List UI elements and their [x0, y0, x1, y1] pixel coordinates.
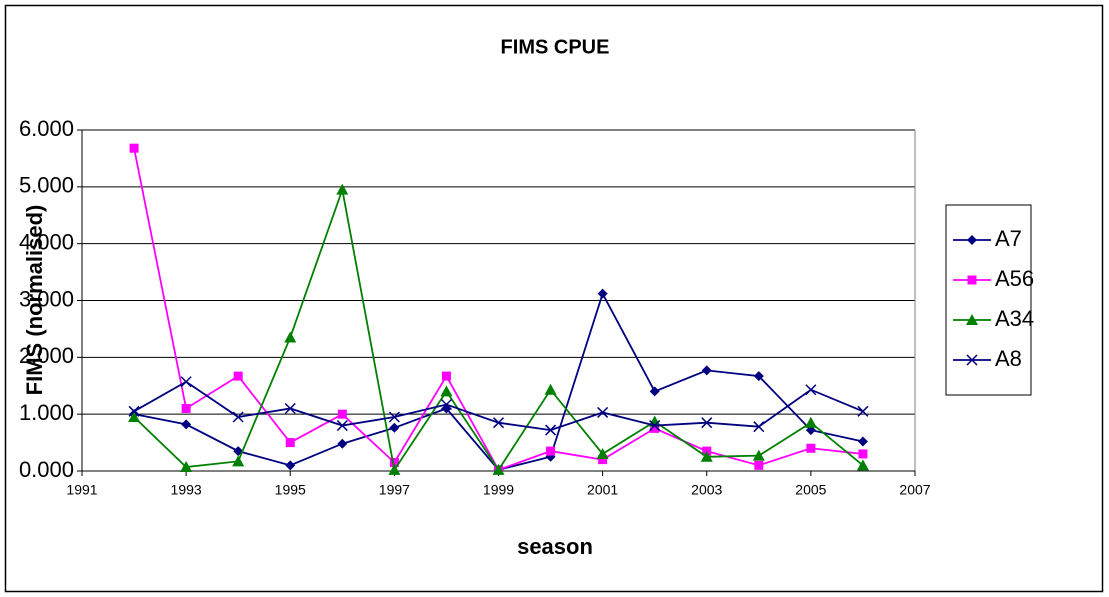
y-tick-label: 0.000 [19, 457, 74, 482]
marker-triangle [440, 385, 453, 397]
x-tick-label: 1993 [171, 482, 202, 498]
marker-square [858, 449, 868, 459]
marker-diamond [337, 438, 348, 449]
marker-diamond [857, 436, 868, 447]
marker-x [966, 354, 978, 366]
marker-diamond [389, 422, 400, 433]
marker-x [492, 417, 505, 429]
marker-x [284, 402, 296, 415]
marker-square [389, 457, 399, 467]
marker-triangle [180, 461, 193, 473]
marker-triangle [128, 411, 141, 423]
marker-square [285, 438, 295, 448]
x-tick-label: 1995 [275, 482, 306, 498]
legend-label: A8 [995, 346, 1022, 371]
y-tick-label: 2.000 [19, 343, 74, 368]
marker-triangle [648, 415, 661, 427]
chart-title: FIMS CPUE [501, 36, 610, 58]
legend-box [945, 204, 1032, 396]
marker-diamond [701, 365, 712, 376]
marker-triangle [544, 383, 557, 395]
marker-x [388, 411, 400, 423]
legend-label: A7 [995, 226, 1022, 251]
marker-triangle [596, 447, 609, 459]
marker-x [701, 417, 713, 429]
x-tick-label: 2005 [795, 482, 826, 498]
marker-triangle [700, 450, 713, 462]
marker-triangle [232, 455, 245, 467]
legend-label: A56 [995, 266, 1034, 291]
marker-square [806, 443, 816, 453]
y-axis-label: FIMS (normalised) [22, 205, 47, 396]
marker-triangle [966, 314, 978, 325]
marker-diamond [649, 386, 660, 397]
marker-square [967, 275, 977, 285]
x-tick-label: 2007 [899, 482, 930, 498]
marker-triangle [856, 459, 869, 471]
x-tick-label: 1999 [483, 482, 514, 498]
marker-x [128, 405, 140, 417]
marker-square [441, 371, 451, 381]
marker-triangle [284, 331, 297, 343]
marker-square [233, 371, 243, 381]
marker-square [546, 446, 556, 456]
marker-diamond [285, 460, 296, 471]
marker-x [857, 405, 869, 417]
marker-diamond [181, 419, 192, 430]
marker-diamond [597, 288, 608, 299]
x-tick-label: 2003 [691, 482, 722, 498]
marker-square [650, 423, 660, 433]
marker-diamond [967, 235, 977, 245]
marker-square [181, 403, 191, 413]
marker-x [545, 424, 557, 436]
y-tick-label: 3.000 [19, 286, 74, 311]
marker-square [129, 143, 139, 153]
marker-x [597, 406, 609, 418]
marker-triangle [752, 449, 765, 461]
y-tick-label: 6.000 [19, 116, 74, 141]
marker-x [232, 411, 244, 423]
marker-diamond [753, 371, 764, 382]
marker-square [337, 409, 347, 419]
legend-label: A34 [995, 306, 1034, 331]
chart-border [4, 4, 1104, 593]
marker-x [440, 398, 452, 411]
marker-triangle [804, 416, 817, 428]
marker-square [598, 455, 608, 465]
x-tick-label: 1997 [379, 482, 410, 498]
marker-square [754, 460, 764, 470]
marker-triangle [492, 463, 505, 475]
marker-triangle [388, 463, 401, 475]
marker-triangle [336, 183, 349, 195]
y-tick-label: 1.000 [19, 400, 74, 425]
x-tick-label: 2001 [587, 482, 618, 498]
marker-x [805, 384, 817, 396]
marker-x [180, 376, 192, 388]
marker-x [649, 420, 661, 432]
marker-x [336, 420, 348, 432]
y-tick-label: 5.000 [19, 173, 74, 198]
x-axis-label: season [517, 534, 593, 559]
x-tick-label: 1991 [66, 482, 97, 498]
marker-x [753, 421, 765, 433]
y-tick-label: 4.000 [19, 229, 74, 254]
